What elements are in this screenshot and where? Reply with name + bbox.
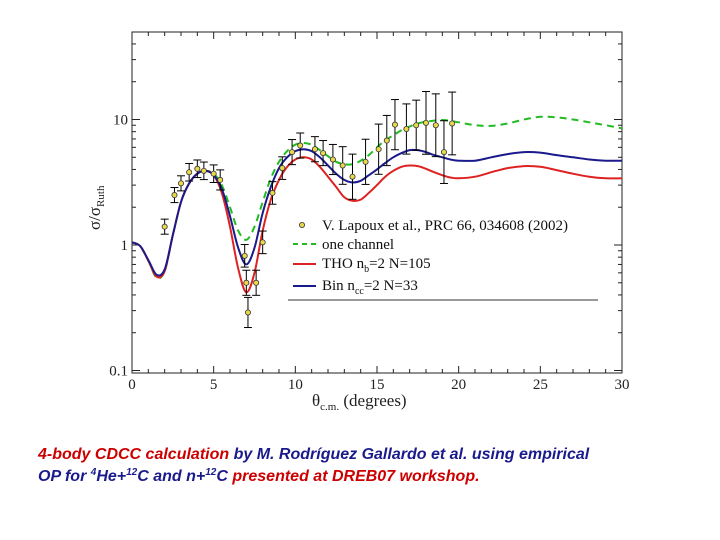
data-point [432, 122, 439, 129]
caption-part-3: OP for [38, 468, 91, 485]
x-tick-label: 20 [451, 377, 466, 393]
legend-label-tho: THO nb=2 N=105 [322, 256, 431, 275]
data-point [161, 223, 168, 230]
data-points-layer [160, 90, 457, 329]
data-point [440, 149, 447, 156]
x-axis-label-main: θ [312, 391, 320, 410]
data-point [194, 165, 201, 172]
y-tick-label: 10 [113, 113, 128, 129]
legend-label-data: V. Lapoux et al., PRC 66, 034608 (2002) [322, 218, 568, 234]
y-tick-label: 1 [121, 238, 129, 254]
data-point [269, 189, 276, 196]
x-tick-label: 30 [615, 377, 630, 393]
figure-caption: 4-body CDCC calculation by M. Rodríguez … [38, 444, 698, 488]
plot-frame [131, 31, 623, 374]
data-point [383, 137, 390, 144]
data-point [243, 279, 250, 286]
data-point [244, 309, 251, 316]
caption-part-1: 4-body CDCC calculation [38, 446, 230, 463]
caption-part-5: C and n+ [137, 468, 206, 485]
x-axis-label-rest: (degrees) [339, 391, 407, 410]
x-tick-label: 25 [533, 377, 548, 393]
data-point [311, 146, 318, 153]
legend-label-bin: Bin ncc=2 N=33 [322, 278, 418, 297]
data-point [320, 150, 327, 157]
data-point [329, 156, 336, 163]
data-point [241, 252, 248, 259]
x-axis-label: θc.m. (degrees) [312, 391, 407, 413]
data-point [449, 120, 456, 127]
caption-sup-12a: 12 [126, 467, 138, 478]
legend-label-bin-rest: =2 N=33 [364, 278, 418, 294]
x-axis-ticks: 0 5 10 15 20 25 30 [128, 32, 630, 393]
legend-label-tho-main: THO n [322, 256, 365, 272]
data-point [339, 162, 346, 169]
caption-part-7: presented at DREB07 workshop. [232, 468, 480, 485]
data-point [200, 167, 207, 174]
legend-label-bin-sub: cc [355, 286, 364, 297]
legend-label-tho-rest: =2 N=105 [369, 256, 431, 272]
cross-section-chart: 0 5 10 15 20 25 30 0.1 1 10 V. Lapoux et al., PR… [85, 31, 630, 413]
legend-label-tho-sub: b [364, 264, 369, 275]
x-axis-label-sub: c.m. [320, 401, 339, 413]
data-point [362, 158, 369, 165]
legend: V. Lapoux et al., PRC 66, 034608 (2002) … [288, 214, 598, 301]
y-tick-label: 0.1 [109, 364, 128, 380]
x-tick-label: 15 [370, 377, 385, 393]
data-point [375, 146, 382, 153]
data-point [259, 239, 266, 246]
data-point [297, 142, 304, 149]
x-tick-label: 0 [128, 377, 136, 393]
legend-marker-points [298, 221, 305, 228]
caption-sup-4: 4 [90, 467, 97, 478]
data-point [186, 169, 193, 176]
data-point [289, 149, 296, 156]
caption-part-6: C [216, 468, 233, 485]
y-axis-label-sub: Ruth [95, 185, 107, 207]
y-axis-ticks: 0.1 1 10 [109, 43, 622, 380]
data-point [349, 173, 356, 180]
data-point [253, 279, 260, 286]
caption-part-2: by M. Rodríguez Gallardo et al. using em… [229, 446, 590, 463]
data-point [210, 170, 217, 177]
legend-background [288, 214, 598, 300]
y-axis-label-main: σ/σ [85, 207, 104, 230]
data-point [279, 165, 286, 172]
caption-part-4: He+ [96, 468, 127, 485]
data-point [177, 180, 184, 187]
y-axis-label: σ/σRuth [85, 185, 107, 230]
legend-label-bin-main: Bin n [322, 278, 355, 294]
bin-curve [132, 148, 622, 277]
caption-sup-12b: 12 [205, 467, 217, 478]
data-point [413, 122, 420, 129]
data-point [171, 192, 178, 199]
data-point [422, 119, 429, 126]
legend-label-one-channel: one channel [322, 237, 394, 253]
data-point [391, 121, 398, 128]
x-tick-label: 10 [288, 377, 303, 393]
data-point [217, 176, 224, 183]
data-point [403, 126, 410, 133]
x-tick-label: 5 [210, 377, 218, 393]
